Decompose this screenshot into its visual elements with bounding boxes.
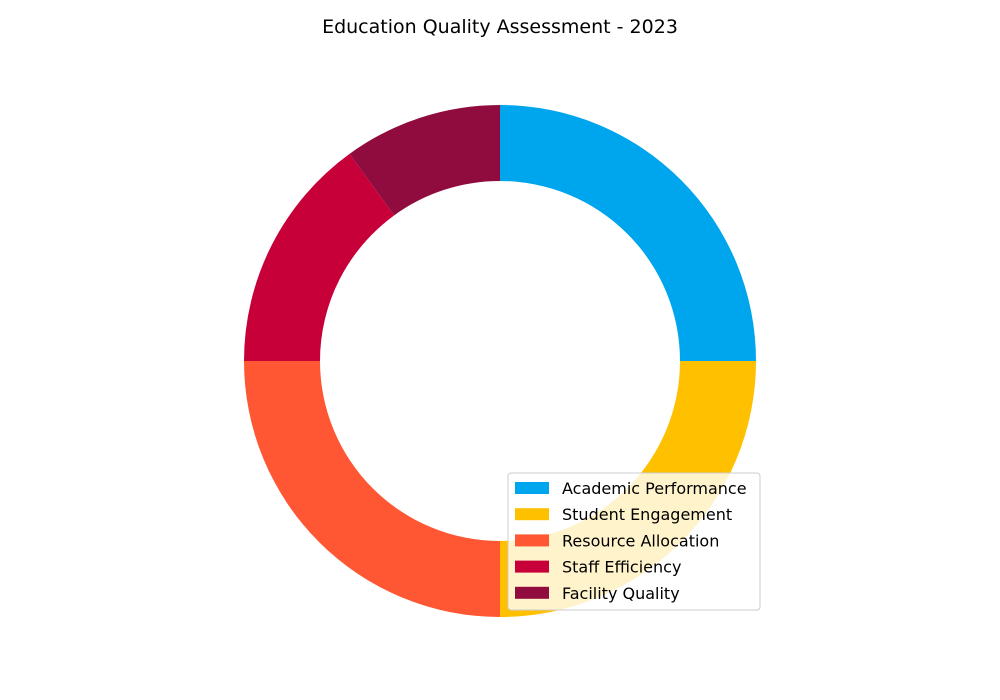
legend-swatch-facility-quality [515,586,549,599]
legend-swatch-student-engagement [515,508,549,521]
legend-label-student-engagement: Student Engagement [562,505,732,524]
legend-frame [507,472,761,611]
chart-title: Education Quality Assessment - 2023 [322,16,678,38]
slice-resource-allocation [244,361,500,617]
legend-swatch-staff-efficiency [515,560,549,573]
legend: Academic Performance Student Engagement Re… [507,472,761,611]
legend-swatch-resource-allocation [515,534,549,547]
legend-label-staff-efficiency: Staff Efficiency [562,558,681,577]
slice-staff-efficiency [244,153,395,361]
slice-academic-performance [500,105,756,361]
slice-facility-quality [349,105,500,216]
legend-label-facility-quality: Facility Quality [562,584,680,603]
legend-label-academic-performance: Academic Performance [562,479,747,498]
legend-label-resource-allocation: Resource Allocation [562,531,719,550]
legend-swatch-academic-performance [515,482,549,494]
